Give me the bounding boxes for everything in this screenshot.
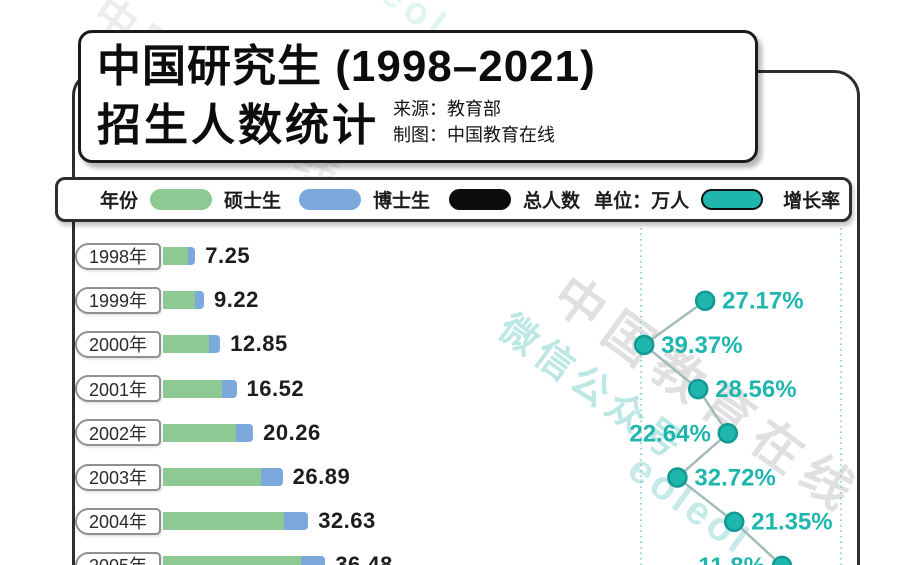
master-bar-segment	[163, 512, 285, 531]
year-row: 2002年 20.26	[75, 411, 393, 455]
year-row: 2003年 26.89	[75, 455, 393, 499]
enrollment-bar	[163, 512, 309, 531]
master-bar-segment	[163, 468, 261, 487]
enrollment-bar	[163, 379, 237, 398]
enrollment-bar	[163, 335, 221, 354]
legend-doctor-label: 博士生	[373, 191, 431, 212]
doctor-bar-segment	[222, 379, 237, 398]
year-row: 2004年 32.63	[75, 499, 393, 543]
source-line: 来源：教育部	[393, 99, 501, 119]
enrollment-bar	[163, 291, 205, 310]
year-label: 2003年	[75, 463, 161, 491]
year-label: 2001年	[75, 375, 161, 403]
enrollment-bar	[163, 468, 283, 487]
doctor-bar-segment	[208, 335, 221, 354]
doctor-bar-segment	[260, 468, 283, 487]
master-bar-segment	[163, 423, 236, 442]
legend-bar: 年份 硕士生 博士生 总人数 单位：万人 增长率	[55, 177, 852, 222]
enrollment-bar	[163, 556, 326, 565]
master-swatch-icon	[150, 189, 213, 210]
legend-master-label: 硕士生	[224, 191, 282, 212]
credit-line: 制图：中国教育在线	[393, 125, 555, 145]
year-label: 2005年	[75, 551, 161, 565]
total-value: 26.89	[292, 464, 351, 490]
year-row: 1998年 7.25	[75, 234, 393, 278]
legend-total-label: 总人数	[523, 191, 581, 212]
total-value: 12.85	[230, 331, 288, 357]
year-label: 2000年	[75, 330, 161, 358]
page-title-line2: 招生人数统计	[97, 101, 379, 150]
legend-growth-label: 增长率	[783, 191, 841, 212]
year-label: 2002年	[75, 419, 161, 447]
enrollment-rows: 1998年 7.25 1999年 9.22 2000年 12.85 2001年 16.52 20…	[75, 234, 393, 565]
enrollment-bar	[163, 423, 254, 442]
master-bar-segment	[163, 556, 301, 565]
legend-unit-label: 单位：万人	[594, 191, 690, 212]
title-box: 中国研究生 (1998–2021) 招生人数统计 来源：教育部 制图：中国教育在…	[78, 30, 758, 163]
total-swatch-icon	[449, 189, 512, 210]
enrollment-bar	[163, 247, 196, 266]
growth-swatch-icon	[701, 189, 764, 210]
total-value: 32.63	[318, 508, 376, 534]
year-label: 2004年	[75, 507, 161, 535]
doctor-bar-segment	[195, 291, 205, 310]
master-bar-segment	[163, 379, 223, 398]
doctor-bar-segment	[235, 423, 254, 442]
year-row: 2005年 36.48	[75, 543, 393, 565]
total-value: 16.52	[246, 375, 305, 401]
total-value: 9.22	[214, 287, 259, 313]
year-label: 1999年	[75, 286, 161, 314]
master-bar-segment	[163, 291, 196, 310]
year-row: 1999年 9.22	[75, 278, 393, 322]
doctor-bar-segment	[188, 247, 196, 266]
year-row: 2000年 12.85	[75, 322, 393, 366]
total-value: 7.25	[205, 243, 251, 269]
doctor-swatch-icon	[299, 189, 362, 210]
total-value: 20.26	[263, 419, 321, 445]
year-label: 1998年	[75, 242, 161, 270]
year-row: 2001年 16.52	[75, 367, 393, 411]
master-bar-segment	[163, 247, 189, 266]
total-value: 36.48	[335, 552, 393, 565]
page-title-line1: 中国研究生 (1998–2021)	[97, 42, 596, 91]
legend-year-label: 年份	[100, 191, 139, 212]
master-bar-segment	[163, 335, 209, 354]
doctor-bar-segment	[284, 512, 309, 531]
source-credit: 来源：教育部 制图：中国教育在线	[393, 96, 555, 154]
doctor-bar-segment	[300, 556, 326, 565]
